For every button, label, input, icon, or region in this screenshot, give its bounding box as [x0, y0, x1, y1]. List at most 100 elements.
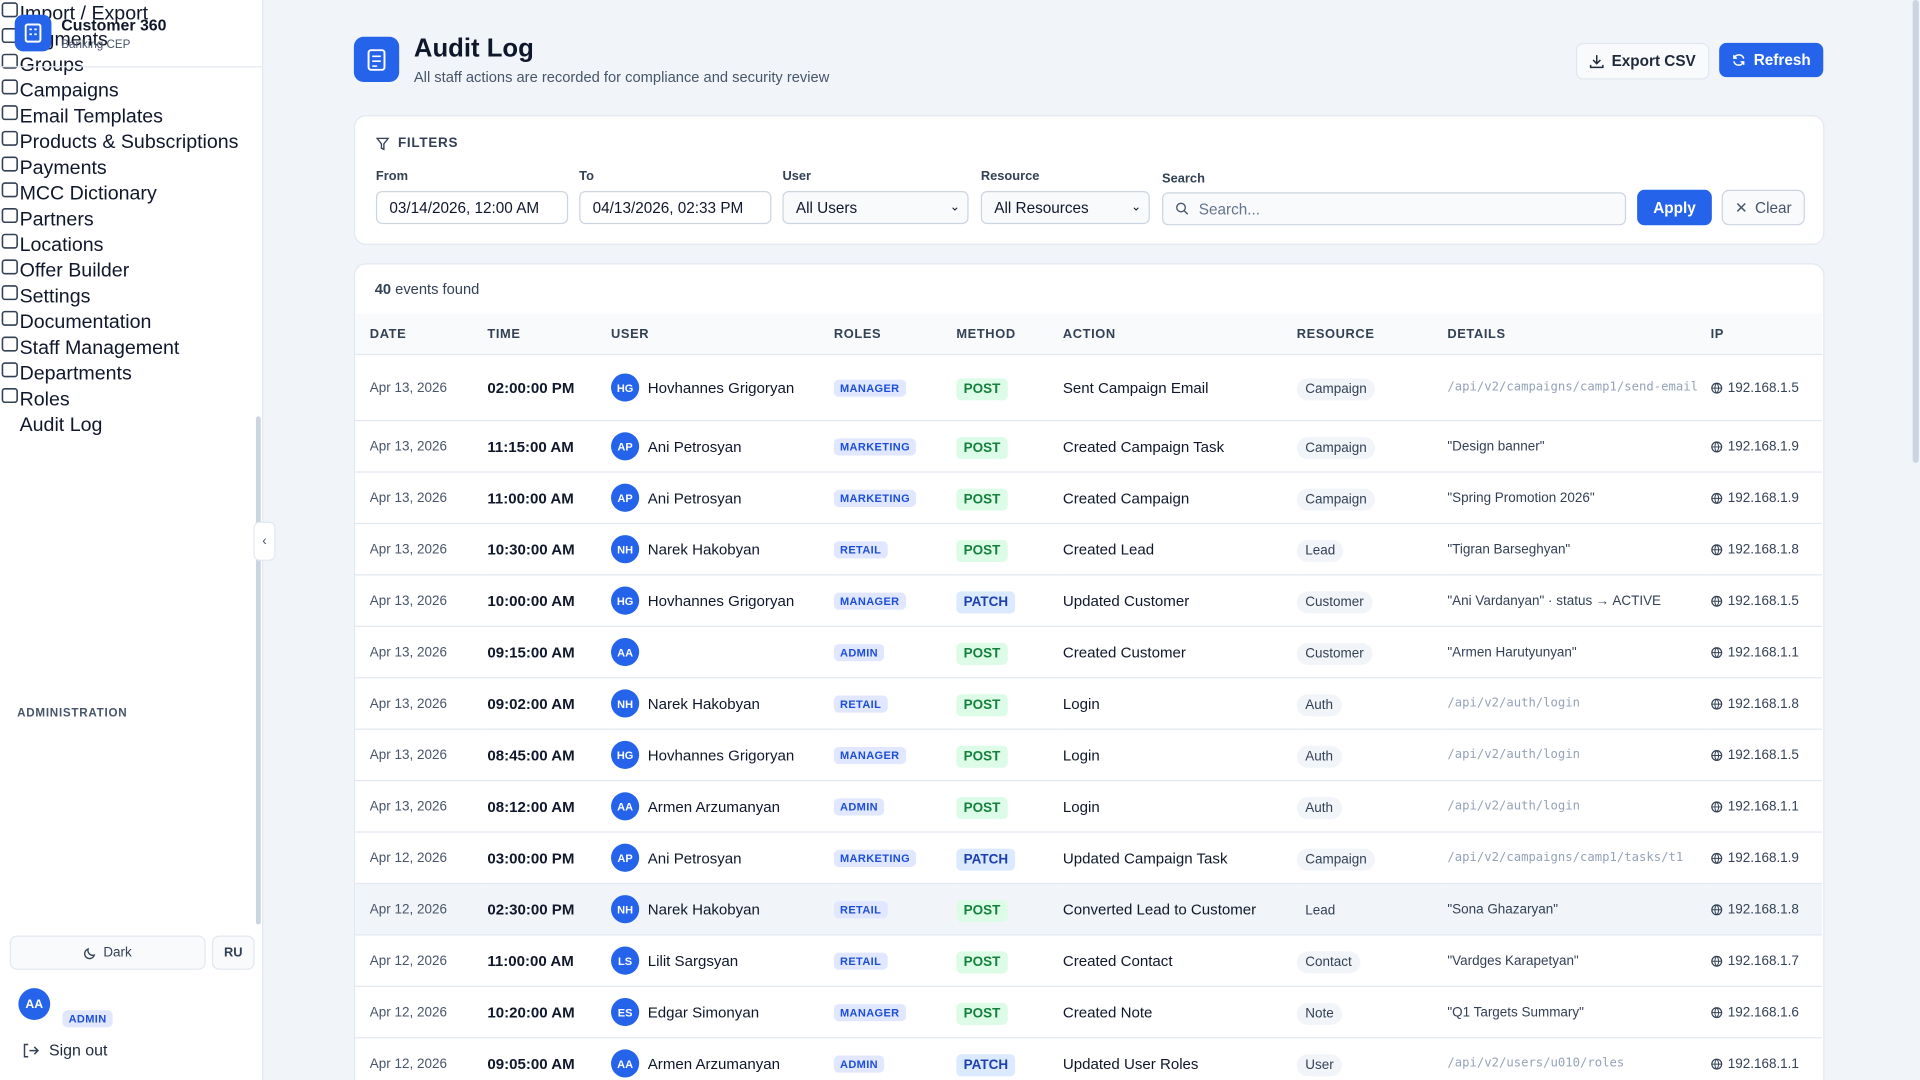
- from-input[interactable]: 03/14/2026, 12:00 AM: [375, 191, 569, 225]
- resource-pill: Customer: [1296, 590, 1373, 613]
- nav-item[interactable]: Roles: [0, 386, 262, 412]
- time: 09:05:00 AM: [487, 1037, 612, 1080]
- table-row[interactable]: Apr 12, 2026 09:05:00 AM AA Armen Arzumanya…: [355, 1037, 1823, 1080]
- role-cell: MANAGER: [833, 986, 957, 1039]
- ip: 192.168.1.8: [1711, 696, 1822, 711]
- details: /api/v2/auth/login: [1447, 696, 1581, 711]
- ip-cell: 192.168.1.7: [1710, 934, 1823, 987]
- theme-label: Dark: [103, 945, 132, 961]
- method-cell: POST: [956, 354, 1063, 422]
- nav-item[interactable]: Offer Builder: [0, 257, 262, 283]
- ip-address: 192.168.1.9: [1727, 438, 1799, 454]
- ip: 192.168.1.1: [1711, 1056, 1822, 1071]
- results-count: 40 events found: [375, 280, 480, 297]
- details-cell: "Sona Ghazaryan": [1447, 883, 1711, 936]
- resource-cell: Lead: [1296, 883, 1448, 936]
- globe-icon: [1711, 749, 1723, 761]
- resource-value: All Resources: [994, 198, 1089, 217]
- nav-item[interactable]: Groups: [0, 51, 262, 77]
- method-badge: POST: [956, 436, 1008, 459]
- role-cell: RETAIL: [833, 934, 957, 987]
- table-row[interactable]: Apr 13, 2026 11:00:00 AM AP Ani Petrosyan MA…: [355, 472, 1823, 525]
- role-badge: MARKETING: [833, 489, 917, 507]
- sign-out-icon: [23, 1043, 39, 1057]
- time: 11:00:00 AM: [487, 472, 612, 525]
- sign-out[interactable]: Sign out: [22, 1041, 107, 1059]
- table-row[interactable]: Apr 13, 2026 08:12:00 AM AA Armen Arzumanya…: [355, 780, 1823, 833]
- ip-cell: 192.168.1.6: [1710, 986, 1823, 1039]
- refresh-button[interactable]: Refresh: [1719, 42, 1824, 78]
- clear-button[interactable]: ✕ Clear: [1721, 189, 1805, 226]
- date: Apr 13, 2026: [355, 574, 488, 627]
- table-row[interactable]: Apr 12, 2026 03:00:00 PM AP Ani Petrosyan MA…: [355, 832, 1823, 885]
- resource-pill: Customer: [1296, 642, 1373, 665]
- resource-cell: Note: [1296, 986, 1448, 1039]
- ip-cell: 192.168.1.5: [1710, 574, 1823, 627]
- nav-item[interactable]: Staff Management: [0, 334, 262, 360]
- details: /api/v2/campaigns/camp1/send-email: [1447, 380, 1699, 395]
- role-cell: RETAIL: [833, 523, 957, 576]
- nav-label: Products & Subscriptions: [19, 132, 239, 154]
- date: Apr 13, 2026: [355, 626, 488, 679]
- collapse-sidebar[interactable]: ‹: [253, 521, 276, 561]
- theme-toggle[interactable]: Dark: [9, 935, 206, 970]
- role-cell: MANAGER: [833, 729, 957, 782]
- ip-cell: 192.168.1.9: [1710, 472, 1823, 525]
- to-input[interactable]: 04/13/2026, 02:33 PM: [579, 191, 772, 225]
- role-badge: RETAIL: [833, 541, 888, 559]
- clear-label: Clear: [1755, 198, 1792, 217]
- table-row[interactable]: Apr 13, 2026 09:02:00 AM NH Narek Hakobyan R…: [355, 677, 1823, 730]
- user-select[interactable]: All Users ⌄: [782, 191, 969, 225]
- table-row[interactable]: Apr 12, 2026 10:20:00 AM ES Edgar Simonyan M…: [355, 986, 1823, 1039]
- nav-item[interactable]: Import / Export: [0, 0, 262, 26]
- user-avatar[interactable]: AA: [18, 988, 51, 1021]
- nav-icon: [1, 53, 18, 69]
- details-cell: /api/v2/auth/login: [1447, 677, 1711, 730]
- resource-pill: Lead: [1296, 539, 1344, 562]
- resource-cell: Contact: [1296, 934, 1448, 987]
- nav-item[interactable]: Partners: [0, 206, 262, 232]
- nav-item[interactable]: Audit Log: [0, 411, 262, 437]
- table-row[interactable]: Apr 12, 2026 02:30:00 PM NH Narek Hakobyan R…: [355, 883, 1823, 936]
- method-badge: POST: [956, 899, 1008, 922]
- nav-item[interactable]: Documentation: [0, 309, 262, 335]
- nav-item[interactable]: Email Templates: [0, 103, 262, 129]
- time: 10:30:00 AM: [487, 523, 612, 576]
- column-header: RESOURCE: [1296, 313, 1448, 356]
- nav-item[interactable]: MCC Dictionary: [0, 180, 262, 206]
- table-row[interactable]: Apr 13, 2026 02:00:00 PM HG Hovhannes Grigo…: [355, 354, 1823, 422]
- table-row[interactable]: Apr 13, 2026 11:15:00 AM AP Ani Petrosyan MA…: [355, 420, 1823, 473]
- resource-select[interactable]: All Resources ⌄: [980, 191, 1150, 225]
- ip-address: 192.168.1.8: [1727, 541, 1799, 557]
- apply-button[interactable]: Apply: [1637, 189, 1712, 226]
- ip-address: 192.168.1.8: [1727, 901, 1799, 917]
- table-row[interactable]: Apr 13, 2026 09:15:00 AM AA ADMIN POST Create…: [355, 626, 1823, 679]
- table-row[interactable]: Apr 13, 2026 10:30:00 AM NH Narek Hakobyan R…: [355, 523, 1823, 576]
- export-button[interactable]: Export CSV: [1575, 42, 1710, 80]
- nav-label: Settings: [19, 286, 91, 308]
- role-badge: ADMIN: [62, 1010, 113, 1028]
- table-row[interactable]: Apr 12, 2026 11:00:00 AM LS Lilit Sargsyan R…: [355, 934, 1823, 987]
- date: Apr 12, 2026: [355, 883, 488, 936]
- ip-cell: 192.168.1.8: [1710, 677, 1823, 730]
- ip: 192.168.1.5: [1711, 593, 1822, 608]
- nav-item[interactable]: Payments: [0, 154, 262, 180]
- nav-item[interactable]: Departments: [0, 360, 262, 386]
- table-row[interactable]: Apr 13, 2026 08:45:00 AM HG Hovhannes Grigo…: [355, 729, 1823, 782]
- search-input[interactable]: Search...: [1162, 192, 1627, 226]
- table-body: Apr 13, 2026 02:00:00 PM HG Hovhannes Grigo…: [355, 354, 1823, 1080]
- user-avatar: AA: [611, 637, 640, 667]
- ip-address: 192.168.1.5: [1727, 747, 1799, 763]
- user-cell: AP Ani Petrosyan: [611, 832, 834, 885]
- time: 10:00:00 AM: [487, 574, 612, 627]
- user-name: Hovhannes Grigoryan: [647, 378, 795, 397]
- method-badge: POST: [956, 539, 1008, 562]
- nav-item[interactable]: Campaigns: [0, 77, 262, 103]
- nav-item[interactable]: Settings: [0, 283, 262, 309]
- table-row[interactable]: Apr 13, 2026 10:00:00 AM HG Hovhannes Grigo…: [355, 574, 1823, 627]
- nav-item[interactable]: Locations: [0, 231, 262, 257]
- nav-item[interactable]: Products & Subscriptions: [0, 129, 262, 155]
- language-toggle[interactable]: RU: [211, 935, 255, 970]
- role-cell: RETAIL: [833, 883, 957, 936]
- user-name: Armen Arzumanyan: [647, 1054, 781, 1073]
